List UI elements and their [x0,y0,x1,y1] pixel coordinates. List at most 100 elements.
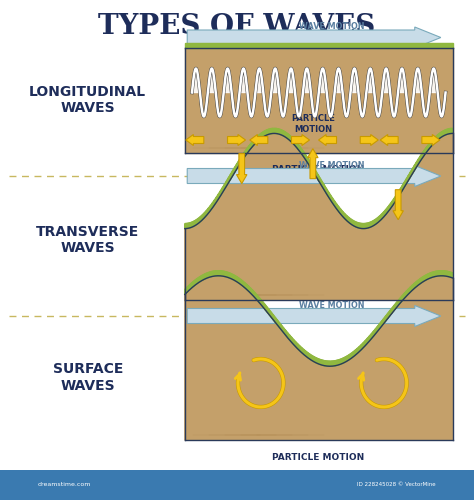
Polygon shape [316,358,317,363]
FancyArrow shape [380,134,398,145]
Polygon shape [420,42,421,48]
Polygon shape [432,140,433,145]
Polygon shape [280,324,281,330]
FancyArrow shape [187,306,441,326]
Polygon shape [351,42,352,48]
Polygon shape [376,218,377,224]
Polygon shape [407,42,408,48]
FancyArrow shape [187,166,441,186]
Polygon shape [195,42,196,48]
Polygon shape [370,334,371,340]
Polygon shape [283,42,284,48]
Polygon shape [381,214,382,220]
Polygon shape [450,272,451,278]
Polygon shape [298,144,299,150]
Polygon shape [319,42,320,48]
Polygon shape [372,42,373,48]
Polygon shape [417,160,418,166]
Polygon shape [426,147,427,153]
Polygon shape [265,130,266,136]
Polygon shape [197,42,198,48]
Polygon shape [199,42,200,48]
Polygon shape [234,42,235,48]
Polygon shape [397,301,398,307]
Polygon shape [185,134,453,300]
Polygon shape [236,276,237,281]
Polygon shape [254,292,255,298]
Polygon shape [226,42,227,48]
Polygon shape [204,274,205,280]
Polygon shape [447,272,448,276]
Polygon shape [224,184,225,190]
Polygon shape [200,42,201,48]
Polygon shape [185,276,453,440]
Polygon shape [426,275,427,280]
Polygon shape [344,42,345,48]
Polygon shape [348,42,349,48]
Polygon shape [336,203,337,209]
Polygon shape [210,42,211,48]
Polygon shape [405,180,406,186]
Polygon shape [220,271,221,276]
Polygon shape [366,42,367,48]
Polygon shape [359,346,360,352]
Polygon shape [444,42,445,48]
Polygon shape [422,42,423,48]
Polygon shape [263,42,264,48]
Polygon shape [227,272,228,278]
Polygon shape [201,215,202,220]
Polygon shape [340,208,341,214]
Polygon shape [246,284,247,290]
Polygon shape [330,195,331,201]
Polygon shape [293,340,294,345]
Polygon shape [360,346,361,351]
Polygon shape [331,42,332,48]
Text: PARTICLE MOTION: PARTICLE MOTION [273,165,365,174]
Polygon shape [394,304,395,310]
Polygon shape [419,42,420,48]
Polygon shape [284,42,285,48]
Polygon shape [390,310,391,315]
Polygon shape [329,193,330,199]
Polygon shape [217,271,218,276]
Polygon shape [425,148,426,154]
Polygon shape [216,42,217,48]
Polygon shape [364,224,365,228]
Polygon shape [193,42,194,48]
Polygon shape [337,205,338,210]
Polygon shape [208,272,209,278]
Polygon shape [279,322,280,328]
Polygon shape [426,42,427,48]
Polygon shape [354,42,355,48]
Polygon shape [407,176,408,182]
Polygon shape [216,271,217,276]
Polygon shape [362,224,363,228]
Polygon shape [380,322,381,328]
Polygon shape [200,216,201,222]
Polygon shape [308,158,309,164]
Polygon shape [377,42,378,48]
Polygon shape [371,222,372,227]
Polygon shape [214,271,215,276]
Polygon shape [246,148,247,154]
Polygon shape [297,143,298,149]
Polygon shape [253,140,254,145]
Polygon shape [323,184,324,190]
Polygon shape [221,271,222,276]
Polygon shape [259,134,260,140]
Polygon shape [225,272,226,277]
Text: TYPES OF WAVES: TYPES OF WAVES [99,12,375,40]
Polygon shape [408,289,409,295]
Polygon shape [288,42,289,48]
Polygon shape [290,136,291,141]
Polygon shape [243,42,244,48]
Polygon shape [403,294,404,300]
Polygon shape [211,204,212,210]
Polygon shape [185,42,186,48]
Polygon shape [234,275,235,280]
Polygon shape [441,271,442,276]
Polygon shape [281,42,282,48]
Polygon shape [344,358,345,362]
Polygon shape [343,42,344,48]
Polygon shape [371,334,372,340]
